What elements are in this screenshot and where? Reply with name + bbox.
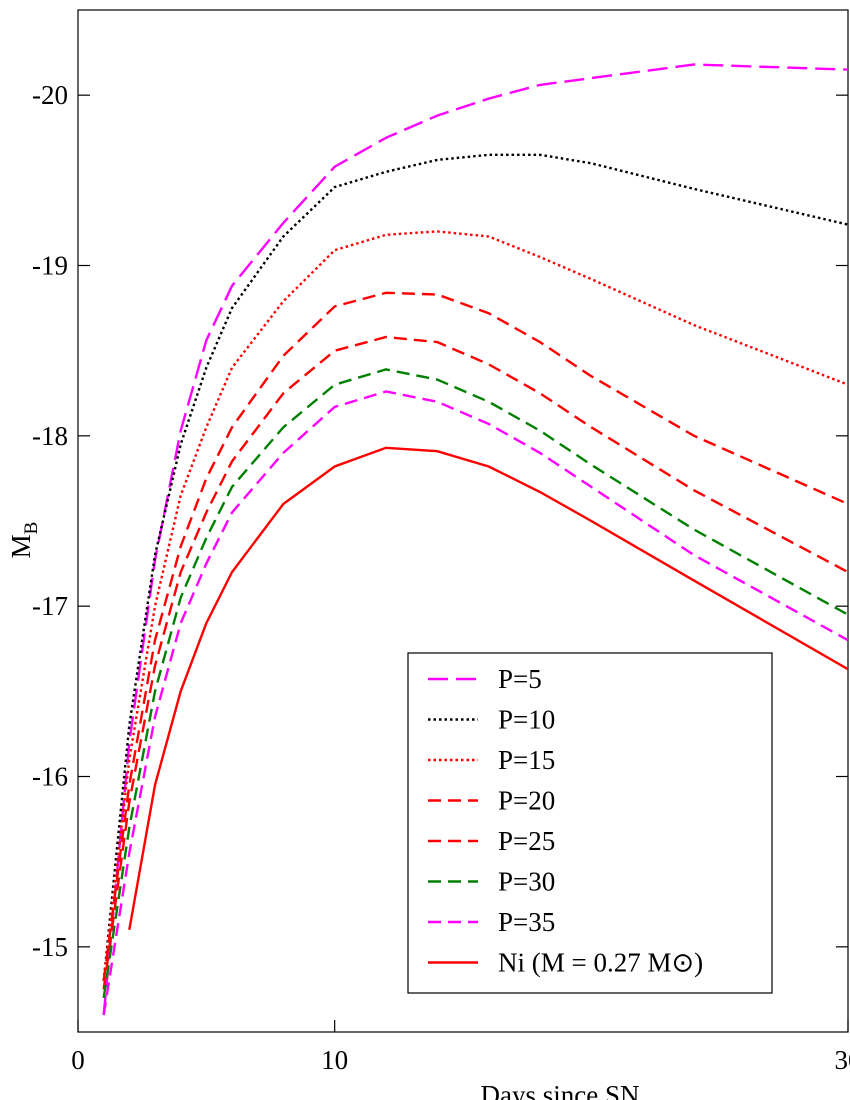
series-line [102, 230, 848, 982]
series-line [102, 153, 848, 982]
y-tick-label: -15 [32, 932, 68, 962]
legend-label: P=15 [498, 745, 555, 775]
x-tick-label: 0 [71, 1045, 85, 1075]
series-line [102, 63, 848, 1016]
y-tick-label: -16 [32, 762, 68, 792]
legend-label: P=25 [498, 826, 555, 856]
y-tick-label: -19 [32, 251, 68, 281]
legend-label: Ni (M = 0.27 M⊙) [498, 948, 703, 978]
y-tick-label: -17 [32, 591, 68, 621]
y-axis-label: MB [6, 522, 42, 559]
y-tick-label: -20 [32, 80, 68, 110]
legend-label: P=35 [498, 907, 555, 937]
plot-frame [77, 9, 849, 1033]
legend-label: P=20 [498, 786, 555, 816]
series-line [102, 390, 848, 1016]
legend-label: P=5 [498, 664, 542, 694]
x-axis-label: Days since SN [481, 1080, 640, 1100]
y-axis-label-main: M [6, 534, 36, 558]
plot-area [102, 63, 848, 1016]
y-tick-label: -18 [32, 421, 68, 451]
series-line [102, 335, 848, 990]
legend-label: P=10 [498, 705, 555, 735]
x-tick-label: 30 [835, 1045, 850, 1075]
x-tick-label: 10 [321, 1045, 348, 1075]
y-axis-label-sub: B [21, 522, 42, 535]
legend-label: P=30 [498, 867, 555, 897]
series-line [102, 368, 848, 999]
series-line [102, 291, 848, 982]
series-line [128, 446, 848, 931]
legend-box [407, 652, 773, 994]
